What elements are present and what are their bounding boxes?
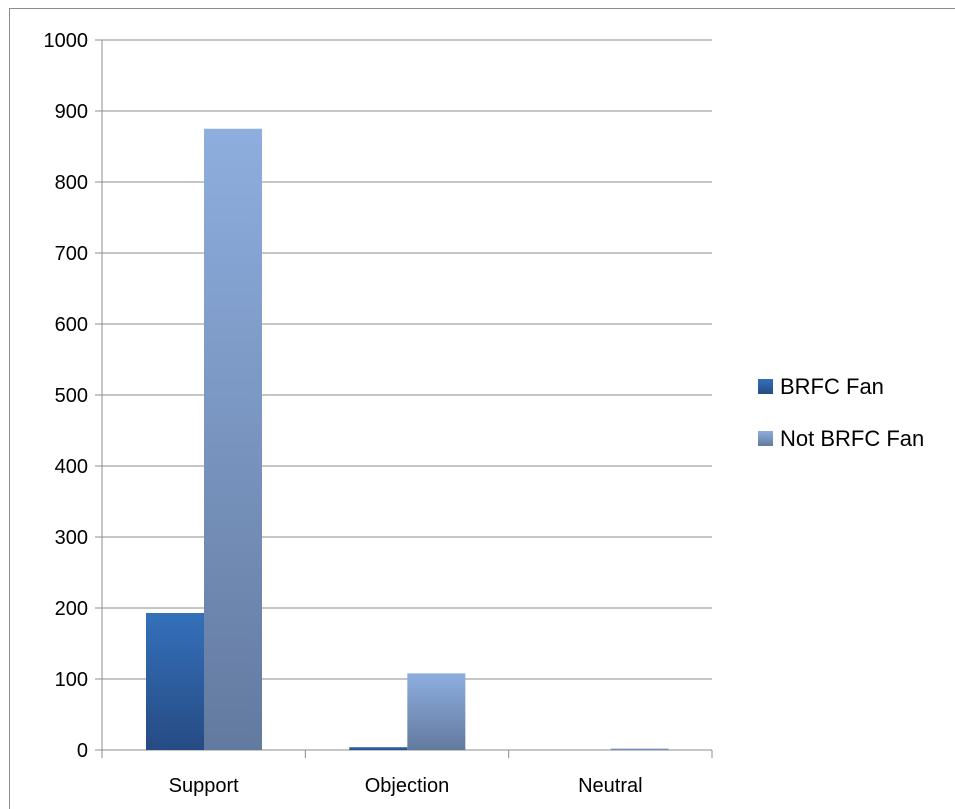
legend: BRFC Fan Not BRFC Fan (758, 374, 924, 451)
y-tick-label: 100 (55, 669, 88, 691)
x-tick-label: Neutral (578, 775, 642, 797)
legend-swatch (758, 379, 773, 394)
legend-label: Not BRFC Fan (780, 426, 924, 451)
x-axis: Support Objection Neutral (101, 749, 713, 797)
y-tick-label: 600 (55, 314, 88, 336)
bar (349, 747, 408, 750)
legend-label: BRFC Fan (780, 374, 884, 399)
y-tick-label: 400 (55, 456, 88, 478)
bar (610, 748, 669, 750)
y-tick-label: 0 (77, 740, 88, 762)
bar (204, 128, 262, 750)
y-axis: 0 100 200 300 400 500 600 700 800 900 1000 (44, 30, 103, 762)
bar (407, 673, 466, 750)
y-tick-label: 800 (55, 172, 88, 194)
y-tick-label: 200 (55, 598, 88, 620)
legend-swatch (758, 431, 773, 446)
y-tick-label: 300 (55, 527, 88, 549)
gridlines (102, 39, 712, 680)
bar (146, 612, 204, 750)
bars (146, 128, 669, 750)
y-tick-label: 900 (55, 101, 88, 123)
y-tick-label: 500 (55, 385, 88, 407)
x-tick-label: Support (169, 775, 239, 797)
x-tick-label: Objection (365, 775, 450, 797)
y-tick-label: 700 (55, 243, 88, 265)
y-tick-label: 1000 (44, 30, 89, 52)
